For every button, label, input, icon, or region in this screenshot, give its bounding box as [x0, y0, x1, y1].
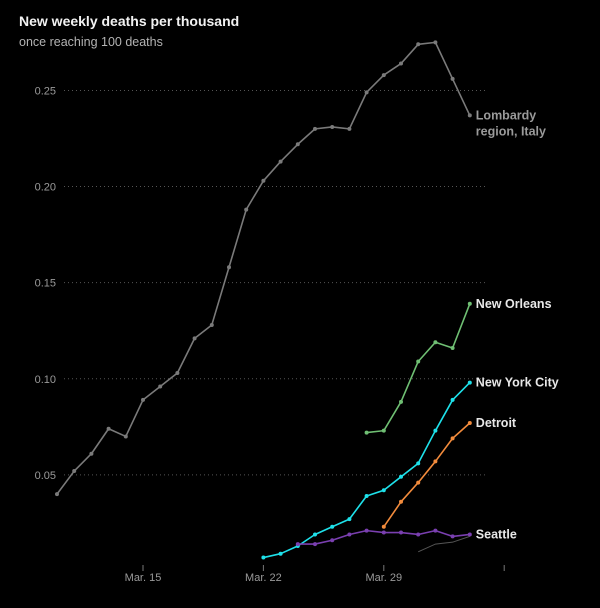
series-label-new-york-city: New York City — [476, 376, 559, 390]
data-point-detroit — [433, 459, 438, 464]
data-point-lombardy-region-italy — [158, 384, 163, 389]
data-point-new-york-city — [416, 461, 421, 466]
data-point-new-york-city — [450, 397, 455, 402]
data-point-new-orleans — [399, 399, 403, 404]
data-point-new-orleans — [381, 428, 386, 433]
series-label-new-orleans: New Orleans — [476, 297, 552, 311]
data-point-seattle — [450, 534, 455, 539]
data-point-lombardy-region-italy — [106, 426, 111, 431]
data-point-new-york-city — [278, 551, 283, 556]
data-point-lombardy-region-italy — [416, 42, 421, 47]
faint-series-line — [417, 535, 470, 553]
y-tick-label: 0.15 — [35, 278, 56, 290]
data-point-detroit — [381, 524, 386, 529]
data-point-lombardy-region-italy — [141, 397, 145, 402]
data-point-new-orleans — [416, 359, 421, 364]
data-point-seattle — [416, 532, 421, 537]
data-point-lombardy-region-italy — [123, 434, 128, 439]
data-point-lombardy-region-italy — [209, 322, 214, 327]
data-point-new-york-city — [364, 494, 369, 499]
axis-ticks: 0.05 0.10 0.15 0.20 0.25 Mar. 15 Mar. 22 Mar. 2… — [35, 85, 505, 584]
data-point-lombardy-region-italy — [261, 178, 266, 183]
y-tick-label: 0.20 — [35, 182, 56, 194]
series-label-line: New Orleans — [476, 297, 552, 311]
series-line-lombardy-region-italy — [56, 41, 471, 495]
data-point-new-york-city — [347, 517, 352, 522]
data-point-lombardy-region-italy — [175, 371, 180, 376]
data-point-lombardy-region-italy — [227, 265, 231, 270]
data-point-lombardy-region-italy — [381, 73, 386, 78]
data-point-lombardy-region-italy — [433, 40, 438, 45]
data-point-new-orleans — [433, 340, 438, 345]
series-line-detroit — [383, 422, 471, 528]
data-point-new-york-city — [261, 555, 266, 560]
data-point-lombardy-region-italy — [72, 469, 77, 474]
data-point-seattle — [467, 532, 472, 537]
data-point-new-york-city — [313, 532, 317, 537]
data-point-seattle — [399, 530, 403, 535]
series-label-line: New York City — [476, 376, 559, 390]
data-point-detroit — [399, 499, 403, 504]
data-point-lombardy-region-italy — [399, 61, 403, 66]
y-tick-label: 0.05 — [35, 470, 56, 482]
data-point-new-york-city — [467, 380, 472, 385]
data-point-lombardy-region-italy — [467, 113, 472, 118]
data-point-lombardy-region-italy — [295, 142, 300, 147]
data-point-lombardy-region-italy — [450, 76, 455, 81]
data-point-lombardy-region-italy — [89, 451, 94, 456]
data-point-seattle — [330, 538, 335, 543]
data-point-seattle — [295, 542, 300, 547]
data-point-lombardy-region-italy — [364, 90, 369, 95]
data-point-detroit — [450, 436, 455, 441]
x-tick-label: Mar. 22 — [245, 572, 282, 584]
data-point-new-orleans — [467, 301, 472, 306]
series-label-lombardy-region-italy: Lombardy region, Italy — [476, 108, 546, 138]
series-label-line: Detroit — [476, 416, 517, 430]
data-point-new-orleans — [364, 430, 369, 435]
series-label-seattle: Seattle — [476, 527, 517, 541]
x-tick-label: Mar. 15 — [125, 572, 162, 584]
data-point-new-york-city — [330, 524, 335, 529]
data-point-new-york-city — [399, 474, 403, 479]
data-point-lombardy-region-italy — [55, 492, 59, 497]
data-point-detroit — [467, 420, 472, 425]
chart-subtitle: once reaching 100 deaths — [19, 35, 163, 49]
y-tick-label: 0.25 — [35, 85, 56, 97]
data-point-lombardy-region-italy — [347, 126, 352, 131]
data-point-lombardy-region-italy — [313, 126, 317, 131]
data-point-lombardy-region-italy — [244, 207, 249, 212]
series-labels: Lombardy region, Italy New Orleans New York… — [476, 108, 559, 541]
data-point-seattle — [433, 528, 438, 533]
data-point-seattle — [381, 530, 386, 535]
data-point-new-orleans — [450, 346, 455, 351]
x-tick-label: Mar. 29 — [365, 572, 402, 584]
series-label-line: region, Italy — [476, 124, 546, 138]
series-line-new-orleans — [366, 303, 471, 434]
data-point-detroit — [416, 480, 421, 485]
data-point-seattle — [364, 528, 369, 533]
data-point-new-york-city — [381, 488, 386, 493]
series-label-line: Seattle — [476, 527, 517, 541]
data-point-lombardy-region-italy — [192, 336, 197, 341]
data-point-lombardy-region-italy — [278, 159, 283, 164]
series-lines — [55, 40, 472, 560]
data-point-seattle — [347, 532, 352, 537]
data-point-lombardy-region-italy — [330, 124, 335, 129]
chart-title: New weekly deaths per thousand — [19, 13, 240, 29]
series-label-detroit: Detroit — [476, 416, 517, 430]
gridlines — [64, 89, 487, 476]
series-label-line: Lombardy — [476, 108, 536, 122]
data-point-seattle — [313, 542, 317, 547]
data-point-new-york-city — [433, 428, 438, 433]
y-tick-label: 0.10 — [35, 374, 56, 386]
